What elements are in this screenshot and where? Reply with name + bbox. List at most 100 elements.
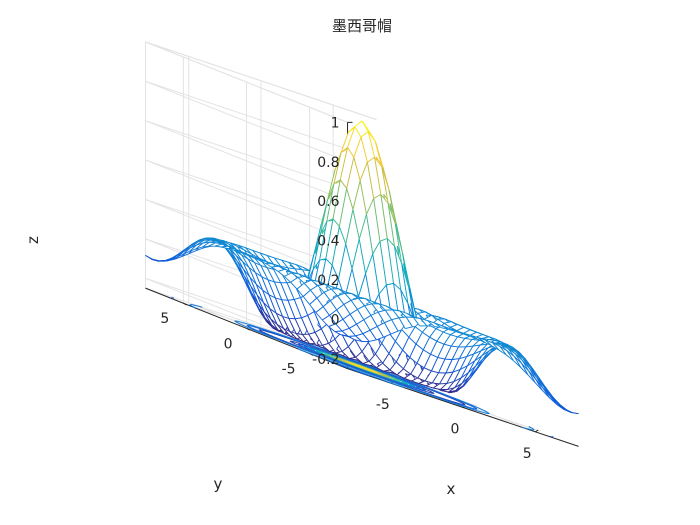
mesh-cell — [372, 241, 387, 294]
mesh-edge — [369, 329, 377, 341]
mesh-edge — [315, 312, 323, 321]
mesh-edge — [331, 226, 340, 266]
mesh-edge — [195, 247, 204, 252]
mesh-cell — [260, 253, 274, 265]
mesh-edge — [472, 344, 481, 347]
mesh-edge — [418, 380, 426, 384]
mesh-cell — [408, 326, 423, 344]
mesh-edge — [329, 309, 337, 316]
mesh-cell — [251, 286, 265, 313]
mesh-edge — [411, 377, 419, 382]
mesh-edge — [203, 241, 210, 244]
mesh-cell — [417, 349, 431, 368]
mesh-edge — [388, 353, 397, 363]
mesh-cell — [453, 356, 467, 372]
mesh-edge — [334, 338, 343, 352]
mesh-cell — [276, 313, 290, 332]
mesh-edge — [382, 362, 391, 371]
mesh-edge — [261, 276, 270, 295]
mesh-edge — [283, 328, 292, 337]
mesh-edge — [145, 255, 153, 260]
mesh-edge — [340, 147, 348, 153]
mesh-cell — [425, 370, 439, 383]
contour-line — [346, 360, 378, 375]
mesh-cell — [307, 311, 322, 333]
mesh-edge — [355, 351, 363, 358]
mesh-edge — [398, 317, 406, 329]
mesh-edge — [249, 277, 258, 296]
mesh-edge — [237, 261, 246, 277]
mesh-edge — [281, 259, 289, 269]
mesh-edge — [303, 340, 310, 345]
mesh-edge — [383, 333, 391, 338]
mesh-edge — [245, 247, 253, 251]
mesh-edge — [406, 313, 414, 318]
mesh-cell — [365, 298, 380, 304]
mesh-edge — [395, 341, 403, 351]
mesh-edge — [296, 288, 304, 297]
mesh-edge — [335, 323, 343, 332]
mesh-edge — [402, 337, 410, 351]
mesh-edge — [249, 277, 257, 285]
mesh-edge — [367, 131, 376, 158]
mesh-edge — [327, 183, 335, 200]
mesh-edge — [436, 340, 445, 345]
mesh-edge — [375, 353, 384, 364]
mesh-edge — [362, 363, 371, 366]
mesh-edge — [401, 263, 409, 304]
mesh-cell — [351, 298, 365, 310]
mesh-edge — [387, 203, 395, 247]
mesh-edge — [295, 268, 303, 271]
mesh-cell — [385, 309, 399, 320]
mesh-cell — [458, 338, 473, 347]
mesh-edge — [243, 269, 252, 287]
mesh-edge — [309, 304, 317, 313]
mesh-edge — [170, 256, 178, 261]
mesh-edge — [448, 390, 456, 393]
mesh-edge — [337, 292, 345, 297]
mesh-edge — [462, 329, 471, 334]
mesh-edge — [221, 243, 229, 247]
mesh-edge — [274, 257, 282, 261]
mesh-edge — [291, 272, 299, 278]
mesh-edge — [395, 329, 403, 342]
mesh-edge — [380, 194, 388, 239]
mesh-edge — [267, 255, 275, 259]
mesh-edge — [272, 263, 280, 267]
mesh-edge — [460, 365, 468, 379]
mesh-edge — [322, 344, 330, 352]
mesh-edge — [265, 262, 273, 265]
mesh-cell — [380, 238, 394, 285]
mesh-edge — [358, 297, 366, 306]
mesh-cell — [334, 147, 348, 184]
mesh-cell — [273, 269, 288, 283]
top-edge-left — [145, 41, 348, 123]
mesh-edge — [318, 280, 326, 285]
mesh-edge — [378, 303, 387, 307]
mesh-edge — [360, 131, 369, 138]
mesh-edge — [288, 261, 297, 266]
mesh-edge — [328, 343, 337, 354]
mesh-edge — [498, 349, 507, 356]
mesh-edge — [268, 294, 277, 314]
mesh-cell — [423, 337, 437, 355]
mesh-edge — [417, 367, 425, 379]
mesh-edge — [257, 303, 266, 319]
mesh-edge — [312, 259, 320, 270]
mesh-edge — [300, 297, 309, 316]
mesh-edge — [260, 265, 269, 281]
mesh-edge — [423, 354, 432, 368]
mesh-edge — [427, 320, 435, 327]
mesh-edge — [151, 258, 159, 262]
mesh-edge — [361, 120, 369, 132]
mesh-edge — [396, 368, 404, 376]
top-edge-right — [145, 41, 377, 121]
mesh-edge — [251, 254, 260, 259]
mesh-cell — [269, 308, 284, 329]
mesh-edge — [437, 344, 445, 358]
mesh-edge — [319, 221, 328, 261]
mesh-edge — [415, 343, 424, 351]
mesh-edge — [266, 255, 274, 265]
mesh-edge — [202, 241, 210, 248]
mesh-cell — [189, 242, 204, 252]
